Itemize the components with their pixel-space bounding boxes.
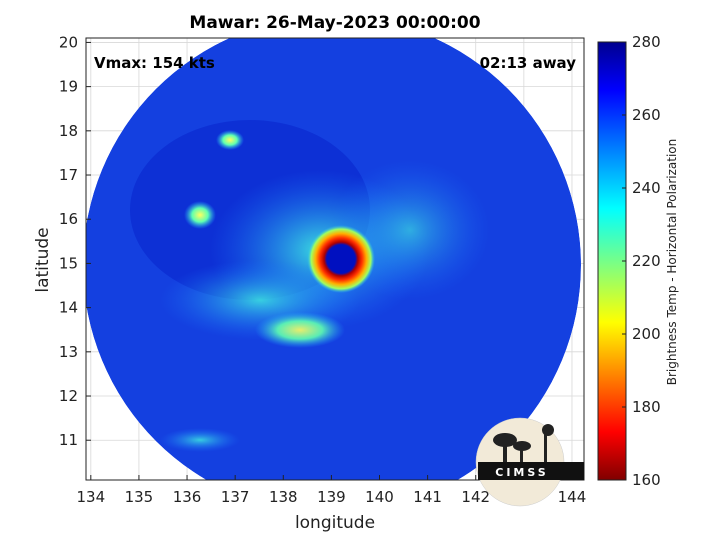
x-tick-label: 134 bbox=[76, 488, 105, 506]
y-axis-ticks: 11 12 13 14 15 16 17 18 19 20 bbox=[59, 33, 91, 449]
colorbar bbox=[597, 41, 627, 481]
x-tick-label: 142 bbox=[461, 488, 490, 506]
colorbar-tick-label: 220 bbox=[632, 252, 661, 270]
eye bbox=[332, 250, 351, 268]
x-tick-label: 140 bbox=[365, 488, 394, 506]
y-tick-label: 20 bbox=[59, 33, 78, 51]
colorbar-tick-label: 160 bbox=[632, 471, 661, 489]
x-tick-label: 138 bbox=[269, 488, 298, 506]
y-tick-label: 18 bbox=[59, 122, 78, 140]
x-tick-label: 137 bbox=[221, 488, 250, 506]
y-tick-label: 11 bbox=[59, 431, 78, 449]
x-tick-label: 141 bbox=[413, 488, 442, 506]
colorbar-tick-label: 280 bbox=[632, 33, 661, 51]
x-tick-label: 144 bbox=[558, 488, 587, 506]
chart-title: Mawar: 26-May-2023 00:00:00 bbox=[189, 13, 480, 33]
band-south-hot bbox=[255, 312, 345, 348]
y-tick-label: 15 bbox=[59, 254, 78, 272]
colorbar-tick-label: 200 bbox=[632, 325, 661, 343]
time-away-annotation: 02:13 away bbox=[480, 54, 577, 72]
y-tick-label: 12 bbox=[59, 387, 78, 405]
swath bbox=[86, 38, 581, 480]
y-tick-label: 13 bbox=[59, 343, 78, 361]
band-southwest bbox=[160, 428, 240, 452]
y-tick-label: 14 bbox=[59, 299, 78, 317]
cimss-logo: CIMSS bbox=[475, 417, 584, 507]
convective-cell-north bbox=[216, 130, 244, 150]
x-tick-label: 139 bbox=[317, 488, 346, 506]
colorbar-ticks: 160 180 200 220 240 260 280 bbox=[622, 33, 661, 489]
x-tick-label: 136 bbox=[173, 488, 202, 506]
x-tick-label: 135 bbox=[125, 488, 154, 506]
plot-border bbox=[85, 37, 585, 481]
y-tick-label: 16 bbox=[59, 210, 78, 228]
logo-text: CIMSS bbox=[495, 466, 548, 479]
colorbar-label: Brightness Temp - Horizontal Polarizatio… bbox=[665, 139, 679, 386]
y-tick-label: 19 bbox=[59, 78, 78, 96]
colorbar-tick-label: 260 bbox=[632, 106, 661, 124]
convective-cell-west bbox=[184, 201, 216, 229]
vmax-annotation: Vmax: 154 kts bbox=[94, 54, 215, 72]
colorbar-tick-label: 180 bbox=[632, 398, 661, 416]
y-axis-label: latitude bbox=[33, 227, 53, 292]
colorbar-tick-label: 240 bbox=[632, 179, 661, 197]
x-axis-label: longitude bbox=[295, 513, 375, 533]
y-tick-label: 17 bbox=[59, 166, 78, 184]
